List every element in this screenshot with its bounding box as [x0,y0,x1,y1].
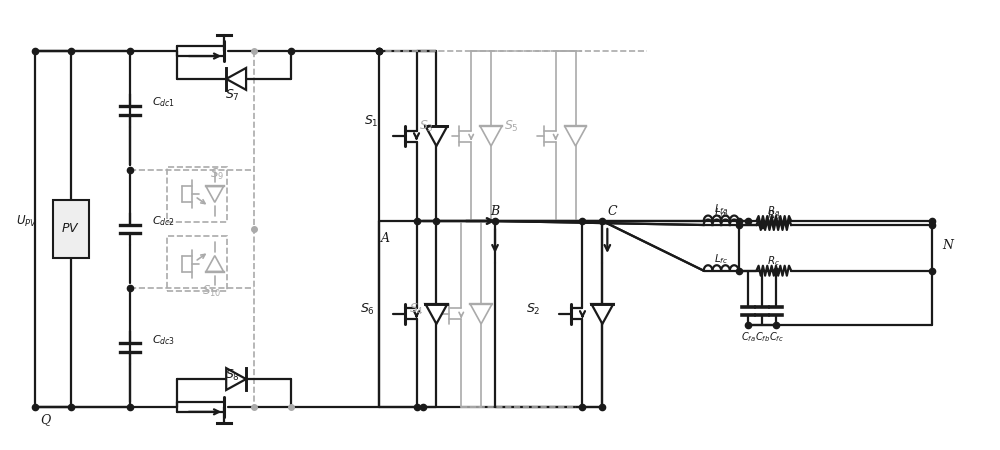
Text: $S_{10}$: $S_{10}$ [202,284,221,299]
Text: $S_5$: $S_5$ [504,118,518,134]
Text: N: N [942,239,953,252]
Text: $L_{fa}$: $L_{fa}$ [714,202,728,216]
FancyBboxPatch shape [53,200,89,258]
Text: $S_9$: $S_9$ [210,167,224,182]
Text: $S_3$: $S_3$ [419,118,434,134]
Text: $R_a$: $R_a$ [767,204,780,218]
Text: $PV$: $PV$ [61,222,80,235]
Polygon shape [226,68,246,90]
Text: $R_c$: $R_c$ [767,254,780,268]
Text: $C_{fb}$: $C_{fb}$ [755,330,770,344]
Polygon shape [565,126,586,146]
Polygon shape [206,186,224,202]
Text: C: C [607,205,617,218]
Text: $S_6$: $S_6$ [360,302,375,316]
Text: Q: Q [40,413,50,426]
Text: $R_b$: $R_b$ [767,208,781,222]
Text: $S_7$: $S_7$ [225,88,240,104]
Text: $C_{fc}$: $C_{fc}$ [769,330,784,344]
Polygon shape [226,368,246,390]
Text: $C_{fa}$: $C_{fa}$ [741,330,756,344]
Polygon shape [591,304,613,324]
Polygon shape [470,304,492,324]
Text: $S_8$: $S_8$ [225,368,240,382]
Text: $S_1$: $S_1$ [364,113,379,129]
Text: B: B [490,205,499,218]
Text: $C_{dc3}$: $C_{dc3}$ [152,333,175,346]
Text: $C_{dc1}$: $C_{dc1}$ [152,95,175,109]
Text: A: A [381,232,390,245]
Text: $S_4$: $S_4$ [409,302,424,316]
Text: $L_{fc}$: $L_{fc}$ [714,252,728,266]
Text: $C_{dc2}$: $C_{dc2}$ [152,214,175,228]
Polygon shape [425,304,447,324]
Polygon shape [425,126,447,146]
Text: $S_2$: $S_2$ [526,302,541,316]
Polygon shape [480,126,502,146]
Text: $L_{fb}$: $L_{fb}$ [714,206,728,220]
Text: $U_{PV}$: $U_{PV}$ [16,213,38,229]
Polygon shape [206,256,224,271]
